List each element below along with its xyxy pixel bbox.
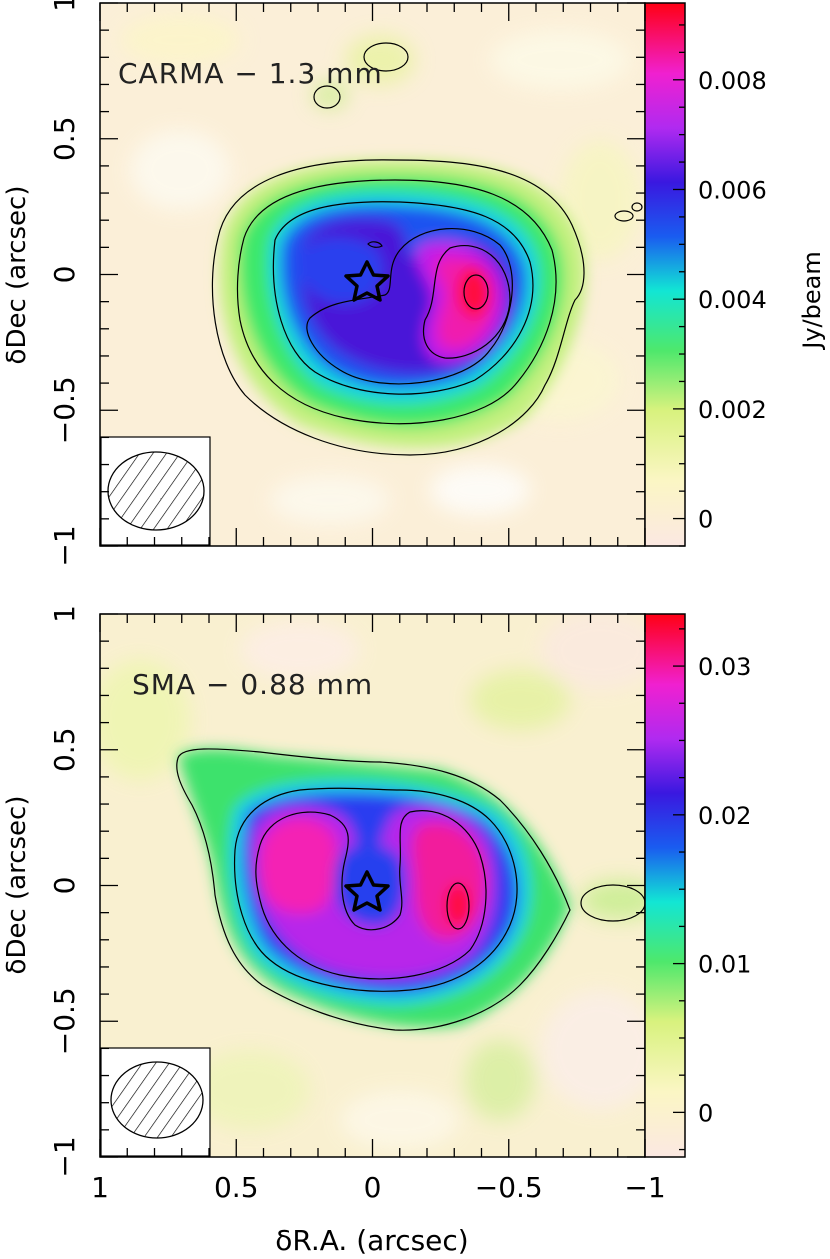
sma-x-tick-label: 0.5	[214, 1171, 259, 1204]
panel-sma: SMA − 0.88 mm −1−0.500.51 δDec (arcsec) …	[2, 605, 751, 1257]
panel-carma: CARMA − 1.3 mm −1 −0.5 0 0.5 1 δDec (arcsec)…	[2, 0, 826, 567]
carma-colorbar-tick-label: 0.006	[698, 176, 767, 204]
sma-y-tick-label: 0.5	[48, 727, 81, 772]
carma-title: CARMA − 1.3 mm	[118, 57, 383, 90]
carma-contours	[211, 42, 643, 456]
carma-y-tick-label: −1	[48, 525, 81, 566]
sma-colorbar-gradient	[645, 614, 685, 1157]
sma-x-tick-label: −0.5	[475, 1171, 543, 1204]
sma-y-tick-label: −1	[48, 1136, 81, 1177]
sma-colorbar-tick-label: 0.03	[698, 653, 751, 681]
carma-y-tick-label: 1	[48, 0, 81, 12]
carma-y-axis-label: δDec (arcsec)	[2, 186, 32, 365]
carma-x-axis	[99, 3, 646, 546]
carma-colorbar-tick-label: 0.008	[698, 67, 767, 95]
carma-colorbar: 0 0.002 0.004 0.006 0.008	[644, 2, 767, 547]
sma-colorbar: 0 0.01 0.02 0.03	[644, 613, 751, 1158]
sma-colorbar-tick-label: 0.01	[698, 951, 751, 979]
sma-intensity-map	[100, 614, 645, 1157]
carma-colorbar-gradient	[645, 3, 685, 546]
sma-colorbar-tick-label: 0	[698, 1099, 713, 1127]
sma-beam-box	[100, 1047, 211, 1157]
sma-colorbar-tick-label: 0.02	[698, 802, 751, 830]
sma-title: SMA − 0.88 mm	[132, 668, 373, 701]
sma-y-tick-label: 1	[48, 605, 81, 623]
sma-y-axis: −1 −0.5 0 0.5 1	[48, 605, 645, 1178]
carma-y-tick-label: 0	[48, 266, 81, 284]
carma-y-axis: −1 −0.5 0 0.5 1	[48, 0, 645, 567]
sma-x-tick-label: −1	[624, 1171, 665, 1204]
sma-x-tick-label: 1	[91, 1171, 109, 1204]
carma-colorbar-tick-label: 0.004	[698, 286, 767, 314]
carma-star-marker	[344, 260, 390, 302]
carma-y-tick-label: −0.5	[48, 376, 81, 444]
colorbar-unit-label: Jy/beam	[798, 251, 826, 350]
sma-contours	[176, 748, 645, 1031]
carma-y-tick-label: 0.5	[48, 116, 81, 161]
carma-colorbar-tick-label: 0	[698, 506, 713, 534]
carma-beam-box	[100, 436, 211, 546]
sma-y-tick-label: −0.5	[48, 987, 81, 1055]
sma-x-axis-label: δR.A. (arcsec)	[275, 1224, 468, 1257]
sma-beam-ellipse	[110, 1061, 204, 1139]
sma-star-marker	[344, 870, 390, 912]
carma-beam-ellipse	[107, 451, 205, 531]
carma-colorbar-tick-label: 0.002	[698, 396, 767, 424]
sma-x-tick-label: 0	[364, 1171, 382, 1204]
sma-y-tick-label: 0	[48, 877, 81, 895]
sma-x-axis: 1 0.5 0 −0.5 −1	[91, 614, 666, 1204]
sma-y-axis-label: δDec (arcsec)	[2, 796, 32, 975]
carma-intensity-map	[100, 3, 645, 546]
